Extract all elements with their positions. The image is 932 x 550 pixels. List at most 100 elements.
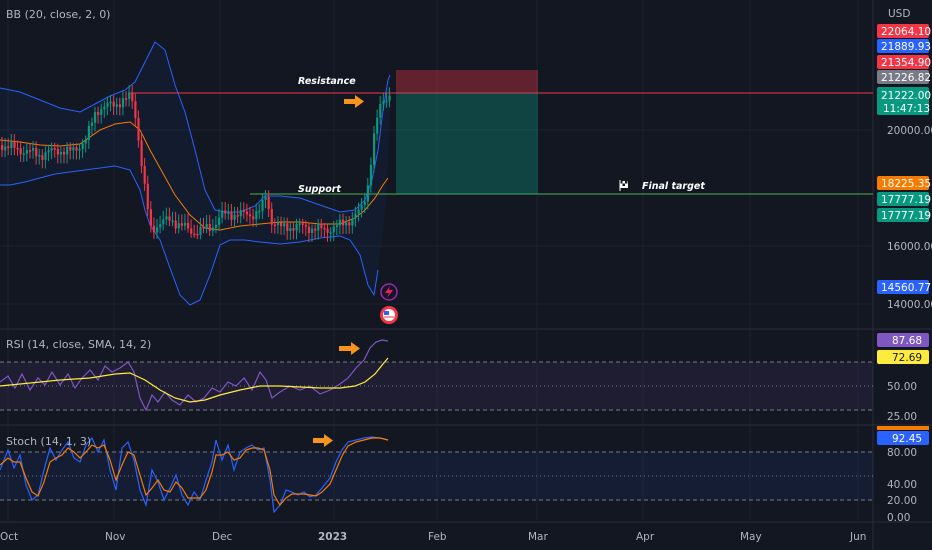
candle-body [66,146,69,155]
candle-body [227,212,230,214]
candle-body [245,211,249,215]
candle-body [59,152,63,155]
candle-body [125,98,128,100]
candle-body [97,112,100,115]
candle-body [373,133,376,165]
candle-body [329,232,332,234]
candle-body [131,92,134,102]
candle-body [143,166,146,184]
candle-body [94,112,97,123]
candle-body [22,153,25,155]
candle-body [332,226,335,233]
price-tag: 14560.77 [877,280,931,294]
support-label[interactable]: Support [298,184,341,195]
candle-body [301,223,304,225]
candle-body [159,224,162,228]
candle-body [16,147,19,150]
candle-body [10,141,13,148]
candle-body [72,147,75,151]
price-tick: 14000.00 [887,299,932,311]
candle-body [174,220,177,229]
candle-body [307,226,311,234]
candle-body [385,100,388,103]
currency-label[interactable]: USD [888,8,910,20]
candle-body [38,155,41,157]
candle-body [354,213,357,219]
candle-body [193,233,196,236]
price-tag: 17777.19 [877,208,931,222]
candle-body [270,208,273,225]
candle-body [289,228,292,231]
candle-body [146,183,149,210]
candle-body [100,109,103,115]
price-tag: 18225.35 [877,176,931,190]
time-tick: Jun [849,531,866,543]
candle-body [258,210,261,213]
candle-body [382,101,385,104]
candle-body [224,210,227,214]
svg-text:72.69: 72.69 [892,352,922,364]
candle-body [357,209,360,214]
candle-body [81,143,84,149]
candle-body [115,104,118,107]
bb-indicator-title[interactable]: BB (20, close, 2, 0) [6,8,110,21]
candle-body [103,106,106,110]
candle-body [342,219,345,226]
time-tick: Mar [528,531,548,543]
candle-body [149,209,152,226]
flag-icon [619,180,628,191]
stoch-tick: 40.00 [887,479,917,491]
candle-body [183,222,187,226]
candle-body [137,118,140,141]
us-flag-icon[interactable] [380,306,398,324]
candle-body [249,214,252,217]
rsi-indicator-title[interactable]: RSI (14, close, SMA, 14, 2) [6,338,151,351]
candle-body [118,104,121,108]
candle-body [338,219,342,226]
candle-body [348,222,351,226]
bb-upper-line [0,41,391,213]
candle-body [360,205,363,210]
candle-body [128,92,131,99]
price-tick: 20000.00 [887,125,932,137]
svg-text:14560.77: 14560.77 [881,282,931,294]
stoch-indicator-title[interactable]: Stoch (14, 1, 3) [6,435,91,448]
candle-body [326,228,329,233]
stop-loss-zone[interactable] [396,70,538,93]
stoch-tick: 80.00 [887,447,917,459]
price-tag: 21889.93 [877,39,931,53]
resistance-label[interactable]: Resistance [298,76,356,87]
stoch-d-tag [877,426,929,430]
svg-text:21889.93: 21889.93 [881,41,931,53]
candle-body [366,185,369,202]
candle-body [214,224,218,228]
candle-body [177,223,180,229]
time-tick: Dec [212,531,233,543]
candle-body [156,227,159,233]
take-profit-zone[interactable] [396,93,538,194]
price-tag: 21354.90 [877,55,931,69]
candle-body [276,222,280,226]
lightning-icon[interactable] [380,283,398,301]
candle-body [218,217,221,225]
arrow-icon [344,95,364,108]
stoch-k-tag: 92.45 [877,431,929,445]
candle-body [187,222,190,229]
candle-body [13,141,16,148]
candle-body [221,210,224,218]
stoch-d-line [0,437,389,507]
candle-body [199,226,202,235]
candle-body [140,140,143,167]
candle-body [69,146,72,151]
candle-body [363,201,366,206]
candle-body [41,155,44,160]
candle-body [351,218,354,226]
candle-body [171,220,174,223]
candle-body [273,224,276,227]
candle-body [47,150,50,153]
candle-body [304,224,307,227]
candle-body [283,223,286,227]
final-target-label[interactable]: Final target [642,181,705,192]
